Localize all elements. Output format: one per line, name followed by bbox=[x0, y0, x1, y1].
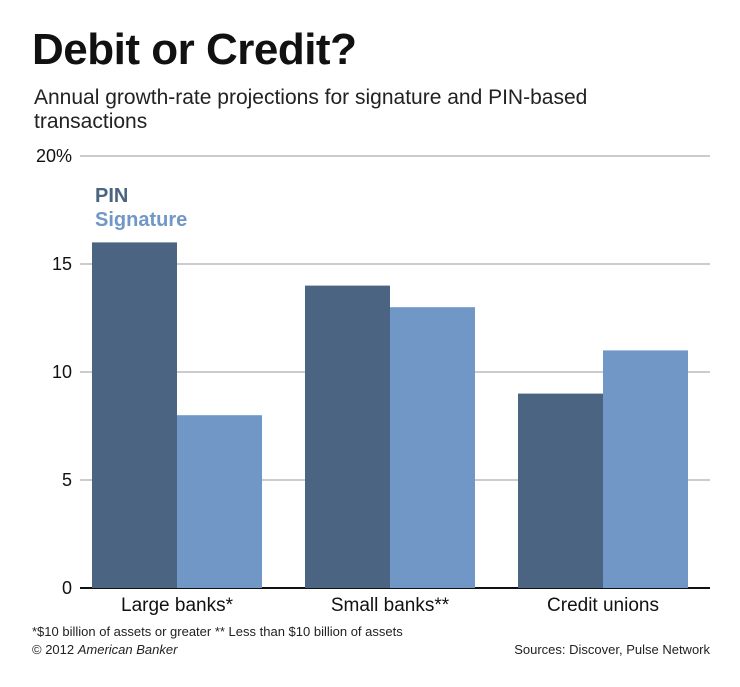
category-label: Credit unions bbox=[547, 595, 659, 616]
chart-title: Debit or Credit? bbox=[32, 25, 357, 74]
bar-pin bbox=[92, 242, 177, 588]
y-tick-label: 15 bbox=[52, 254, 72, 274]
copyright-prefix: © 2012 bbox=[32, 642, 78, 657]
publisher-name: American Banker bbox=[77, 642, 178, 657]
copyright: © 2012 American Banker bbox=[32, 642, 177, 657]
footnote: *$10 billion of assets or greater ** Les… bbox=[32, 624, 403, 639]
bars bbox=[92, 242, 688, 588]
bar-pin bbox=[518, 393, 603, 588]
legend-pin: PIN bbox=[95, 185, 128, 207]
bar-signature bbox=[390, 307, 475, 588]
y-axis: 0 5 10 15 20% bbox=[36, 146, 72, 598]
sources-credit: Sources: Discover, Pulse Network bbox=[514, 642, 710, 657]
bar-signature bbox=[177, 415, 262, 588]
y-tick-label: 5 bbox=[62, 470, 72, 490]
x-axis: Large banks* Small banks** Credit unions bbox=[121, 595, 659, 616]
category-label: Large banks* bbox=[121, 595, 234, 616]
y-tick-label: 0 bbox=[62, 578, 72, 598]
bar-pin bbox=[305, 285, 390, 588]
y-tick-label: 20% bbox=[36, 146, 72, 166]
legend-signature: Signature bbox=[95, 209, 187, 231]
y-tick-label: 10 bbox=[52, 362, 72, 382]
chart-subtitle: Annual growth-rate projections for signa… bbox=[34, 86, 588, 133]
category-label: Small banks** bbox=[331, 595, 450, 616]
bar-signature bbox=[603, 350, 688, 588]
